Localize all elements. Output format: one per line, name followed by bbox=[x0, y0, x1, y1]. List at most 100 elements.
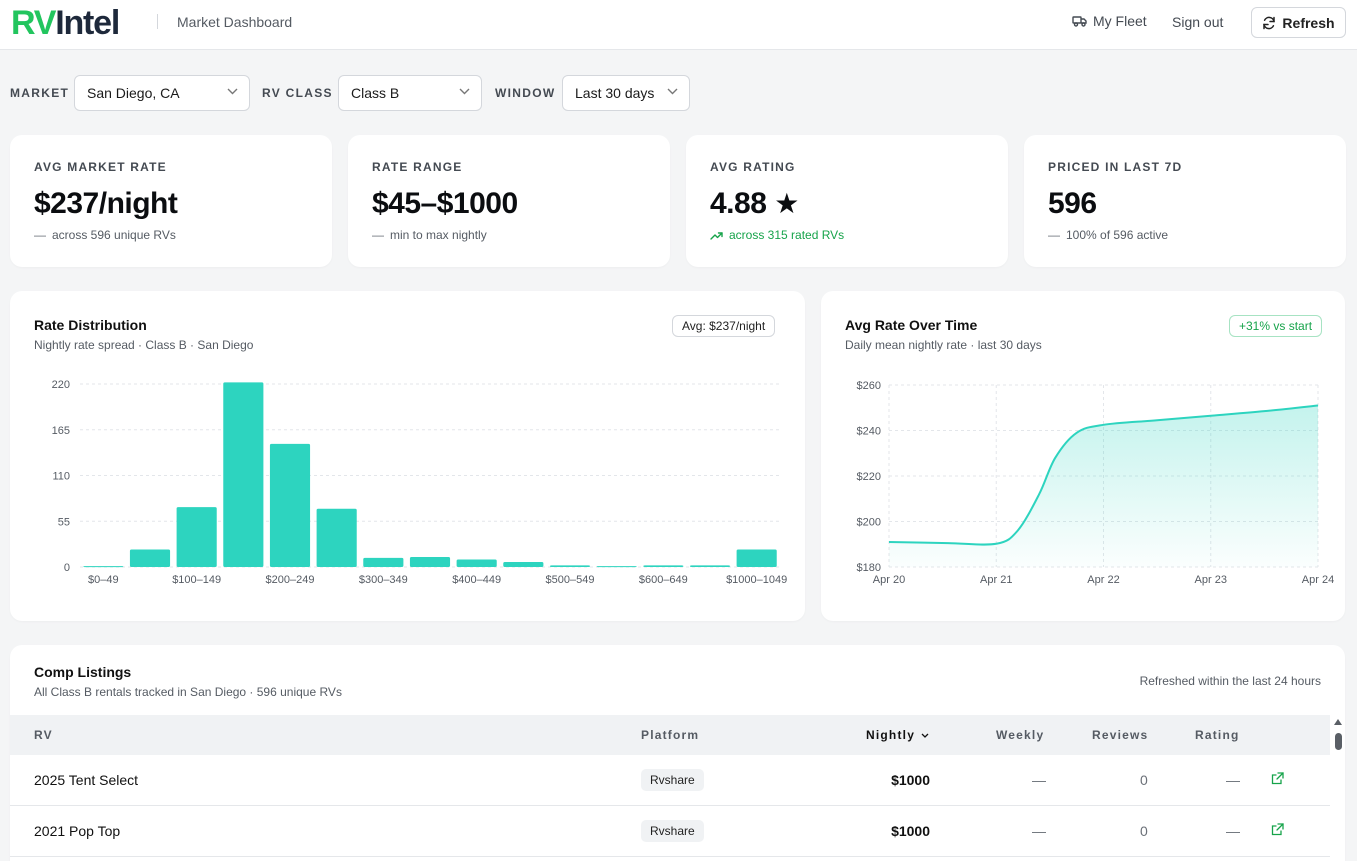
histogram-bar[interactable] bbox=[409, 557, 451, 567]
y-tick-label: $200 bbox=[857, 517, 881, 529]
column-header-rv[interactable]: RV bbox=[34, 728, 53, 742]
column-header-reviews[interactable]: Reviews bbox=[1092, 728, 1149, 742]
kpi-value: $45–$1000 bbox=[372, 187, 518, 220]
flat-trend-icon: — bbox=[1048, 228, 1060, 242]
kpi-subtext: — min to max nightly bbox=[372, 228, 487, 242]
chevron-down-icon bbox=[667, 88, 678, 95]
x-tick-label: $400–449 bbox=[452, 574, 501, 586]
kpi-label: AVG MARKET RATE bbox=[34, 160, 167, 174]
flat-trend-icon: — bbox=[372, 228, 384, 242]
y-tick-label: $180 bbox=[857, 562, 881, 574]
column-header-nightly[interactable]: Nightly bbox=[866, 728, 929, 742]
avg-rate-trend-chart: $180 $200 $220 $240 $260 Apr 20 Apr 21 Apr 22 Ap… bbox=[857, 380, 1335, 586]
histogram-bar[interactable] bbox=[643, 565, 684, 567]
top-bar: RVIntel Market Dashboard My Fleet Sign o… bbox=[0, 0, 1357, 50]
y-tick-label: 220 bbox=[52, 379, 70, 391]
chevron-down-icon bbox=[459, 88, 470, 95]
histogram-bar[interactable] bbox=[503, 562, 544, 567]
x-tick-label: $300–349 bbox=[359, 574, 408, 586]
x-tick-label: Apr 20 bbox=[873, 574, 905, 586]
page-title: Market Dashboard bbox=[177, 14, 293, 30]
histogram-bar[interactable] bbox=[223, 382, 264, 567]
refresh-status: Refreshed within the last 24 hours bbox=[1139, 674, 1321, 688]
kpi-value: 4.88 ★ bbox=[710, 187, 799, 220]
weekly-rate: — bbox=[1032, 823, 1046, 839]
histogram-bar[interactable] bbox=[456, 559, 497, 567]
rate-distribution-card: Rate Distribution Nightly rate spread · … bbox=[10, 291, 805, 621]
histogram-bar[interactable] bbox=[83, 566, 124, 568]
histogram-bar[interactable] bbox=[736, 549, 777, 567]
area-fill bbox=[889, 405, 1318, 567]
x-tick-label: $500–549 bbox=[546, 574, 595, 586]
chevron-down-icon bbox=[227, 88, 238, 95]
sign-out-link[interactable]: Sign out bbox=[1172, 14, 1224, 30]
market-label: MARKET bbox=[10, 86, 70, 100]
histogram-bar[interactable] bbox=[269, 443, 311, 567]
platform-pill: Rvshare bbox=[641, 820, 704, 842]
histogram-bar[interactable] bbox=[176, 507, 217, 567]
kpi-label: PRICED IN LAST 7D bbox=[1048, 160, 1183, 174]
table-title: Comp Listings bbox=[34, 664, 132, 680]
x-tick-label: Apr 23 bbox=[1195, 574, 1227, 586]
rating-value: — bbox=[1226, 772, 1240, 788]
y-tick-label: 110 bbox=[52, 471, 70, 483]
kpi-card-avg-rate: AVG MARKET RATE $237/night — across 596 u… bbox=[10, 135, 332, 267]
table-scrollbar[interactable] bbox=[1330, 715, 1345, 861]
scroll-up-arrow[interactable] bbox=[1334, 719, 1342, 725]
weekly-rate: — bbox=[1032, 772, 1046, 788]
window-label: WINDOW bbox=[495, 86, 556, 100]
x-tick-label: $0–49 bbox=[88, 574, 119, 586]
sort-desc-icon bbox=[921, 733, 929, 738]
header-divider bbox=[157, 14, 158, 29]
market-select[interactable]: San Diego, CA bbox=[74, 75, 250, 111]
chart-subtitle: Nightly rate spread · Class B · San Dieg… bbox=[34, 338, 254, 352]
trend-up-icon bbox=[710, 231, 723, 240]
review-count: 0 bbox=[1140, 823, 1148, 839]
kpi-label: AVG RATING bbox=[710, 160, 796, 174]
refresh-button[interactable]: Refresh bbox=[1251, 7, 1346, 38]
nightly-rate: $1000 bbox=[891, 823, 930, 839]
y-tick-label: 0 bbox=[64, 562, 70, 574]
x-tick-label: $100–149 bbox=[172, 574, 221, 586]
table-row[interactable]: 2021 Pop Top Rvshare $1000 — 0 — bbox=[10, 806, 1330, 857]
table-subtitle: All Class B rentals tracked in San Diego… bbox=[34, 685, 342, 699]
platform-pill: Rvshare bbox=[641, 769, 704, 791]
truck-icon bbox=[1072, 16, 1087, 27]
chart-title: Rate Distribution bbox=[34, 317, 147, 333]
external-link-icon[interactable] bbox=[1271, 772, 1284, 785]
flat-trend-icon: — bbox=[34, 228, 46, 242]
logo[interactable]: RVIntel bbox=[11, 4, 120, 42]
external-link-icon[interactable] bbox=[1271, 823, 1284, 836]
histogram-bar[interactable] bbox=[549, 565, 591, 567]
window-select[interactable]: Last 30 days bbox=[562, 75, 690, 111]
histogram-bar[interactable] bbox=[363, 557, 404, 567]
column-header-rating[interactable]: Rating bbox=[1195, 728, 1240, 742]
table-header: RV Platform Nightly Weekly Reviews Ratin… bbox=[10, 715, 1330, 755]
histogram-bar[interactable] bbox=[316, 508, 357, 567]
y-tick-label: $260 bbox=[857, 380, 881, 392]
column-header-platform[interactable]: Platform bbox=[641, 728, 700, 742]
rv-name: 2025 Tent Select bbox=[34, 772, 139, 788]
kpi-card-rate-range: RATE RANGE $45–$1000 — min to max nightly bbox=[348, 135, 670, 267]
chart-subtitle: Daily mean nightly rate · last 30 days bbox=[845, 338, 1042, 352]
kpi-subtext: —100% of 596 active bbox=[1048, 228, 1169, 242]
y-tick-label: 55 bbox=[58, 516, 70, 528]
histogram-bar[interactable] bbox=[129, 549, 171, 567]
avg-rate-trend-card: Avg Rate Over Time Daily mean nightly ra… bbox=[821, 291, 1345, 621]
x-tick-label: Apr 24 bbox=[1302, 574, 1334, 586]
histogram-bar[interactable] bbox=[596, 566, 637, 568]
trend-line[interactable] bbox=[888, 404, 1319, 546]
scrollbar-thumb[interactable] bbox=[1335, 733, 1342, 750]
review-count: 0 bbox=[1140, 772, 1148, 788]
table-row[interactable]: 2025 Tent Select Rvshare $1000 — 0 — bbox=[10, 755, 1330, 806]
histogram-bar[interactable] bbox=[689, 565, 731, 567]
kpi-card-avg-rating: AVG RATING 4.88 ★ across 315 rated RVs bbox=[686, 135, 1008, 267]
kpi-label: RATE RANGE bbox=[372, 160, 463, 174]
kpi-value: 596 bbox=[1048, 187, 1097, 220]
y-tick-label: 165 bbox=[52, 425, 70, 437]
rv-class-select[interactable]: Class B bbox=[338, 75, 482, 111]
my-fleet-link[interactable]: My Fleet bbox=[1072, 13, 1147, 29]
column-header-weekly[interactable]: Weekly bbox=[996, 728, 1045, 742]
x-tick-label: $1000–1049 bbox=[726, 574, 787, 586]
refresh-icon bbox=[1263, 16, 1276, 29]
